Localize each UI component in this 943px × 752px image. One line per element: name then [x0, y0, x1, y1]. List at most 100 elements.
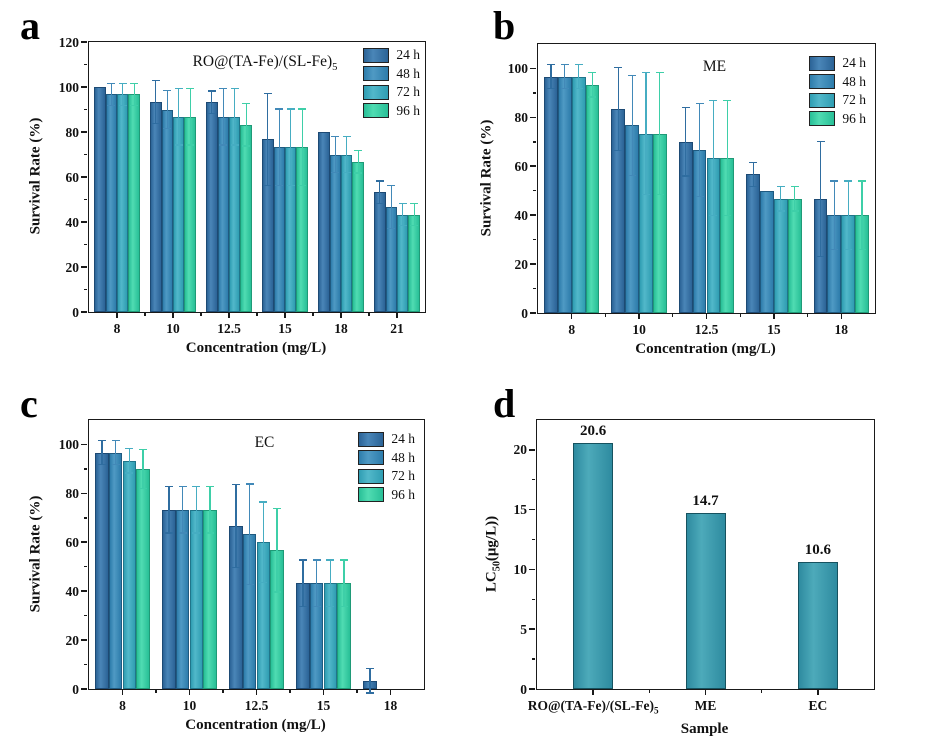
legend-label: 72 h	[396, 84, 420, 100]
error-bar-cap	[830, 180, 839, 182]
error-bar-cap	[574, 63, 583, 65]
error-bar-cap	[107, 104, 116, 107]
x-tick-label: 12.5	[694, 322, 719, 337]
error-bar-cap	[790, 210, 799, 212]
bar-24h-c5	[374, 192, 386, 312]
error-bar	[659, 72, 661, 195]
error-bar	[329, 559, 331, 607]
error-bar-cap	[614, 150, 623, 152]
legend-item-96h: 96 h	[809, 111, 866, 127]
x-tick	[570, 313, 573, 319]
error-bar	[379, 180, 381, 204]
error-bar	[276, 508, 278, 592]
y-tick	[81, 639, 88, 641]
y-tick-label: 0	[521, 305, 528, 321]
bar-value-label: 10.6	[804, 542, 831, 559]
error-bar-cap	[375, 202, 384, 204]
x-tick	[840, 313, 843, 319]
y-tick	[81, 221, 88, 223]
y-minor-tick	[531, 658, 536, 660]
y-tick-label: 10	[513, 561, 528, 577]
error-bar-cap	[206, 485, 215, 488]
x-axis-title: Concentration (mg/L)	[185, 717, 326, 733]
error-bar	[631, 75, 633, 176]
error-bar-cap	[151, 122, 160, 125]
error-bar-cap	[375, 180, 384, 182]
y-tick-label: 80	[65, 124, 80, 140]
x-minor-tick	[312, 312, 314, 316]
error-bar	[114, 440, 117, 465]
y-tick-label: 0	[72, 681, 79, 697]
error-bar-cap	[219, 88, 228, 90]
panel-c: c 0 20 40 60 80 100 8 10 12.5 15 18 EC 24 h 48 h 72 h 96…	[0, 376, 471, 752]
error-bar	[290, 108, 292, 186]
y-tick	[530, 263, 537, 265]
bar-48h-c3	[760, 190, 774, 313]
error-bar-cap	[111, 439, 120, 441]
x-tick	[638, 313, 640, 319]
error-bar-cap	[628, 174, 637, 177]
x-tick	[188, 689, 191, 695]
legend-item-96h: 96 h	[363, 103, 420, 119]
error-bar	[591, 72, 594, 98]
bar-24h-c4	[318, 132, 330, 312]
error-bar	[302, 559, 304, 607]
error-bar-cap	[231, 566, 240, 569]
panel-a: a 0 20 40 60 80 100 120 8 10 12.5 15 18 21 RO@(TA-Fe)/…	[0, 0, 471, 376]
error-bar-cap	[776, 210, 785, 212]
error-bar	[819, 141, 822, 257]
x-minor-tick	[356, 689, 358, 693]
error-bar-cap	[342, 171, 351, 174]
y-tick-label: 100	[507, 60, 528, 76]
y-tick	[81, 492, 88, 495]
error-bar	[343, 559, 345, 607]
error-bar-cap	[219, 144, 228, 146]
error-bar-cap	[340, 605, 349, 607]
x-axis-title: Concentration (mg/L)	[185, 340, 327, 356]
error-bar	[564, 64, 566, 89]
legend-item-72h: 72 h	[358, 468, 415, 484]
y-tick	[529, 449, 536, 451]
y-tick-label: 0	[520, 681, 527, 697]
x-minor-tick	[200, 312, 202, 316]
legend-item-48h: 48 h	[358, 450, 415, 466]
error-bar-cap	[340, 559, 349, 561]
error-bar-cap	[298, 184, 307, 186]
y-tick	[529, 628, 536, 631]
legend-item-48h: 48 h	[363, 66, 420, 82]
y-tick-label: 20	[514, 256, 529, 272]
error-bar-cap	[207, 90, 216, 92]
bar-EC	[797, 562, 838, 689]
x-minor-tick	[289, 689, 291, 693]
x-tick-label: 12.5	[244, 698, 269, 713]
x-tick-label: ME	[694, 698, 717, 713]
legend-swatch	[809, 111, 836, 126]
y-tick-label: 80	[65, 485, 80, 501]
y-minor-tick	[532, 238, 537, 241]
error-bar-cap	[387, 184, 396, 187]
error-bar-cap	[354, 150, 363, 152]
error-bar-cap	[560, 88, 569, 90]
x-tick	[121, 689, 124, 695]
error-bar	[390, 185, 392, 229]
error-bar	[189, 88, 191, 146]
bar-72h-c1	[173, 116, 185, 312]
panel-b: b 0 20 40 60 80 100 8 10 12.5 15 18 ME 24 h 48 h 72 h 96…	[471, 0, 942, 376]
bar-96h-c4	[352, 161, 364, 312]
y-tick-label: 20	[65, 632, 80, 648]
bar-96h-c1	[184, 116, 196, 312]
error-bar	[726, 100, 728, 216]
panel-letter-b: b	[493, 3, 516, 48]
y-minor-tick	[83, 663, 88, 666]
error-bar-cap	[125, 472, 134, 474]
x-minor-tick	[222, 689, 224, 693]
y-tick-label: 5	[520, 621, 527, 637]
error-bar-cap	[681, 106, 690, 109]
error-bar-cap	[186, 88, 195, 90]
error-bar-cap	[118, 104, 127, 107]
error-bar-cap	[858, 180, 867, 182]
error-bar	[369, 668, 371, 694]
error-bar-cap	[242, 102, 251, 104]
x-tick	[255, 689, 258, 695]
legend-swatch	[358, 487, 385, 502]
